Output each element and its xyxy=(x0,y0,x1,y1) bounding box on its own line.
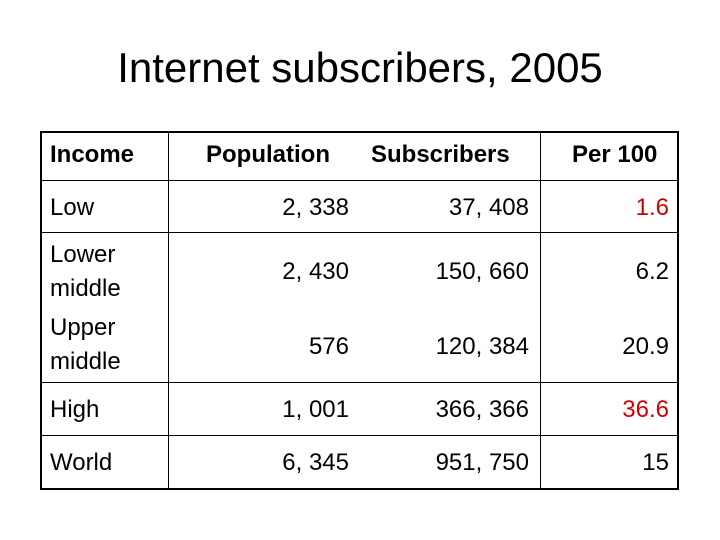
row-upper-middle-per-100: 20.9 xyxy=(622,333,669,360)
row-low-per-100: 1.6 xyxy=(635,194,669,221)
row-upper-middle-income: Upper middle xyxy=(50,314,121,375)
row-low-population: 2, 338 xyxy=(282,194,349,221)
row-world-per-100: 15 xyxy=(642,449,669,476)
row-lower-middle-subscribers: 150, 660 xyxy=(435,258,529,285)
row-world-subscribers: 951, 750 xyxy=(435,449,529,476)
row-world-income: World xyxy=(50,449,113,476)
column-divider xyxy=(540,133,541,488)
header-income: Income xyxy=(50,141,135,168)
row-world-population: 6, 345 xyxy=(282,449,349,476)
column-divider xyxy=(168,133,169,488)
row-low-subscribers: 37, 408 xyxy=(448,194,529,221)
row-high-subscribers: 366, 366 xyxy=(435,396,529,423)
row-low-income: Low xyxy=(50,194,95,221)
row-lower-middle-per-100: 6.2 xyxy=(635,258,669,285)
row-upper-middle-subscribers: 120, 384 xyxy=(435,333,529,360)
row-high-income: High xyxy=(50,396,100,423)
page-title: Internet subscribers, 2005 xyxy=(117,44,603,91)
row-divider xyxy=(42,435,677,436)
header-subscribers: Subscribers xyxy=(371,141,510,168)
data-table: Income Population Subscribers Per 100 Lo… xyxy=(40,131,679,490)
row-lower-middle-population: 2, 430 xyxy=(282,258,349,285)
row-high-per-100: 36.6 xyxy=(622,396,669,423)
row-lower-middle-income: Lower middle xyxy=(50,241,121,302)
row-divider xyxy=(42,382,677,383)
header-per-100: Per 100 xyxy=(572,141,658,168)
row-divider xyxy=(42,232,677,233)
row-high-population: 1, 001 xyxy=(282,396,349,423)
header-divider xyxy=(42,180,677,181)
row-upper-middle-population: 576 xyxy=(308,333,349,360)
header-population: Population xyxy=(206,141,330,168)
